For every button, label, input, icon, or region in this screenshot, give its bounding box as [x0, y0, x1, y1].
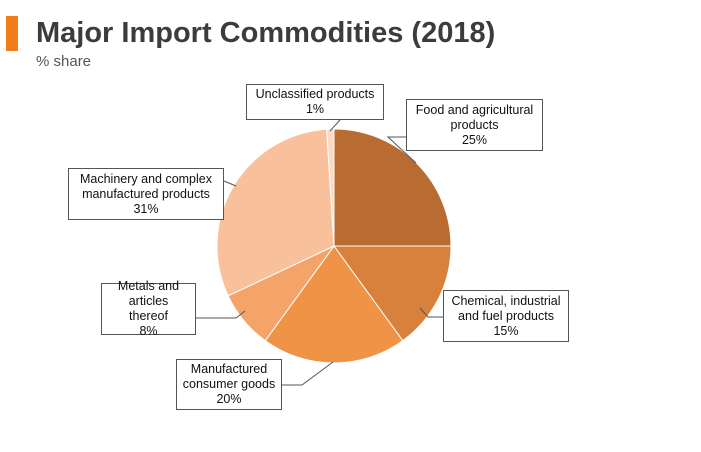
leader-line-2	[282, 361, 334, 386]
slice-label-box: Metals and articles thereof 8%	[101, 279, 196, 338]
slice-label-box: Unclassified products 1%	[246, 84, 384, 120]
leader-lines	[196, 119, 443, 386]
slice-label-value: 1%	[305, 102, 325, 116]
slice-label-name: Manufactured consumer goods	[182, 362, 276, 391]
leader-line-3	[196, 310, 246, 319]
pie-slice-1	[333, 245, 452, 342]
leader-line-0	[386, 136, 417, 164]
slice-label-value: 15%	[493, 323, 519, 338]
chart-subtitle: % share	[36, 53, 92, 70]
slice-label-value: 25%	[461, 132, 488, 147]
slice-label-box: Machinery and complex manufactured produ…	[68, 168, 224, 220]
slice-label-value: 20%	[216, 392, 242, 406]
pie-slice-2	[264, 245, 404, 364]
slice-label-name: Chemical, industrial and fuel products	[451, 293, 561, 323]
chart-title: Major Import Commodities (2018)	[36, 17, 496, 49]
slice-label-name: Unclassified products	[255, 87, 375, 101]
slice-label-box: Chemical, industrial and fuel products 15…	[443, 290, 569, 342]
title-accent-bar	[6, 16, 18, 51]
leader-line-1	[419, 307, 443, 318]
slice-label-box: Manufactured consumer goods 20%	[176, 359, 282, 410]
pie-slice-0	[333, 128, 452, 247]
leader-line-5	[329, 119, 341, 132]
pie-slice-4	[216, 128, 335, 297]
slice-label-value: 31%	[133, 201, 159, 216]
slice-label-value: 8%	[139, 324, 158, 338]
slice-label-name: Metals and articles thereof	[117, 279, 180, 323]
slice-label-box: Food and agricultural products 25%	[406, 99, 543, 151]
pie-slice-5	[326, 128, 335, 247]
leader-line-4	[223, 180, 237, 187]
pie-slices	[216, 128, 452, 364]
slice-label-name: Machinery and complex manufactured produ…	[79, 171, 212, 201]
slice-label-name: Food and agricultural products	[415, 102, 534, 132]
